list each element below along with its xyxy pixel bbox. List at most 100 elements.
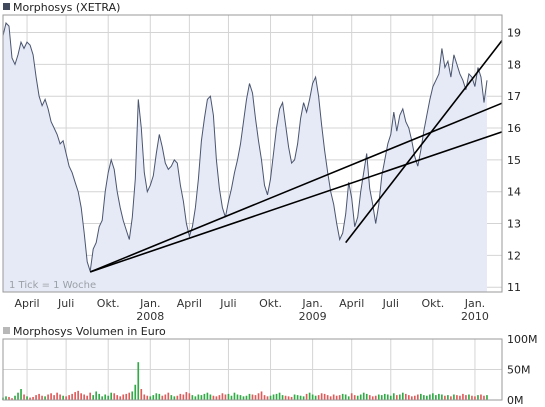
volume-bar [392, 393, 395, 400]
volume-bar [420, 393, 422, 400]
volume-bar [359, 394, 362, 400]
volume-bar [423, 395, 425, 400]
volume-bar [188, 393, 191, 400]
volume-bar [278, 392, 281, 400]
tick-note: 1 Tick = 1 Woche [9, 280, 96, 291]
volume-bar [158, 393, 161, 400]
volume-bar [389, 395, 392, 400]
volume-bar [398, 394, 401, 400]
price-y-tick-label: 14 [507, 186, 521, 199]
volume-bar [179, 393, 182, 400]
volume-bar [287, 396, 290, 400]
volume-bar [26, 396, 28, 400]
volume-bar [41, 395, 43, 400]
volume-bar [131, 391, 134, 400]
volume-bar [89, 392, 91, 400]
volume-bars [2, 362, 488, 400]
price-area [3, 23, 487, 292]
price-x-tick-label: Juli [382, 297, 399, 310]
trendline [345, 39, 503, 244]
price-year-label: 2009 [299, 310, 327, 323]
volume-bar [224, 394, 227, 400]
price-year-label: 2010 [461, 310, 489, 323]
volume-bar [326, 395, 329, 400]
volume-bar [426, 395, 428, 400]
volume-bar [161, 395, 164, 400]
volume-bar [236, 394, 239, 400]
volume-bar [17, 392, 19, 400]
volume-bar [71, 393, 73, 400]
volume-bar [53, 395, 55, 400]
volume-bar [56, 392, 58, 400]
volume-y-tick-label: 50M [507, 364, 531, 377]
volume-bar [317, 395, 320, 400]
volume-bar [146, 395, 149, 400]
volume-y-axis: 0M 50M 100M [507, 333, 538, 407]
volume-bar [65, 396, 67, 400]
volume-bar [92, 395, 94, 400]
volume-bar [417, 394, 419, 400]
volume-bar [119, 396, 122, 400]
volume-bar [404, 393, 407, 400]
volume-bar [266, 396, 269, 400]
volume-bar [47, 394, 49, 400]
price-y-tick-label: 13 [507, 218, 521, 231]
volume-bar [200, 395, 203, 400]
volume-bar [83, 394, 85, 400]
volume-bar [380, 395, 383, 400]
volume-bar [395, 395, 398, 400]
volume-bar [432, 393, 434, 400]
trendline [89, 102, 503, 273]
volume-bar [185, 392, 188, 400]
volume-bar [239, 395, 242, 400]
volume-bar [173, 396, 176, 400]
volume-bar [407, 395, 410, 400]
volume-bar [284, 395, 287, 400]
volume-bar [242, 396, 245, 400]
volume-bar [212, 395, 215, 400]
volume-bar [441, 394, 443, 400]
price-x-axis: April Juli Okt. Jan. April Juli Okt. Jan. April J… [14, 297, 488, 323]
volume-bar [182, 394, 185, 400]
volume-bar [209, 394, 212, 400]
volume-bar [80, 393, 82, 400]
price-y-tick-label: 12 [507, 249, 521, 262]
volume-bar [453, 394, 455, 400]
volume-bar [95, 391, 98, 400]
volume-bar [410, 396, 413, 400]
volume-bar [429, 394, 431, 400]
volume-bar [149, 396, 152, 400]
volume-bar [125, 393, 128, 400]
volume-bar [275, 393, 278, 400]
volume-bar [401, 392, 404, 400]
volume-bar [251, 394, 254, 400]
price-series-line [2, 21, 488, 272]
volume-bar [257, 393, 260, 400]
price-y-axis: 11 12 13 14 15 16 17 18 19 [507, 27, 521, 295]
volume-bar [152, 395, 155, 400]
volume-bar [269, 395, 272, 400]
price-legend-swatch [3, 3, 10, 10]
volume-bar [299, 395, 302, 400]
price-x-tick-label: Jan. [301, 297, 322, 310]
volume-bar [8, 396, 10, 400]
volume-bar [456, 395, 458, 400]
volume-bar [272, 394, 275, 400]
price-x-tick-label: April [14, 297, 39, 310]
volume-bar [281, 395, 284, 400]
volume-plot-frame [2, 338, 503, 401]
volume-bar [477, 395, 479, 400]
price-y-tick-label: 16 [507, 122, 521, 135]
volume-bar [104, 394, 107, 400]
volume-bar [486, 395, 488, 400]
volume-bar [435, 395, 437, 400]
volume-bar [68, 395, 70, 400]
volume-bar [447, 395, 449, 400]
volume-bar [143, 394, 146, 400]
volume-bar [450, 396, 452, 400]
volume-bar [368, 395, 371, 400]
volume-bar [50, 393, 52, 400]
price-x-tick-label: April [177, 297, 202, 310]
volume-y-tick-label: 0M [507, 394, 524, 407]
